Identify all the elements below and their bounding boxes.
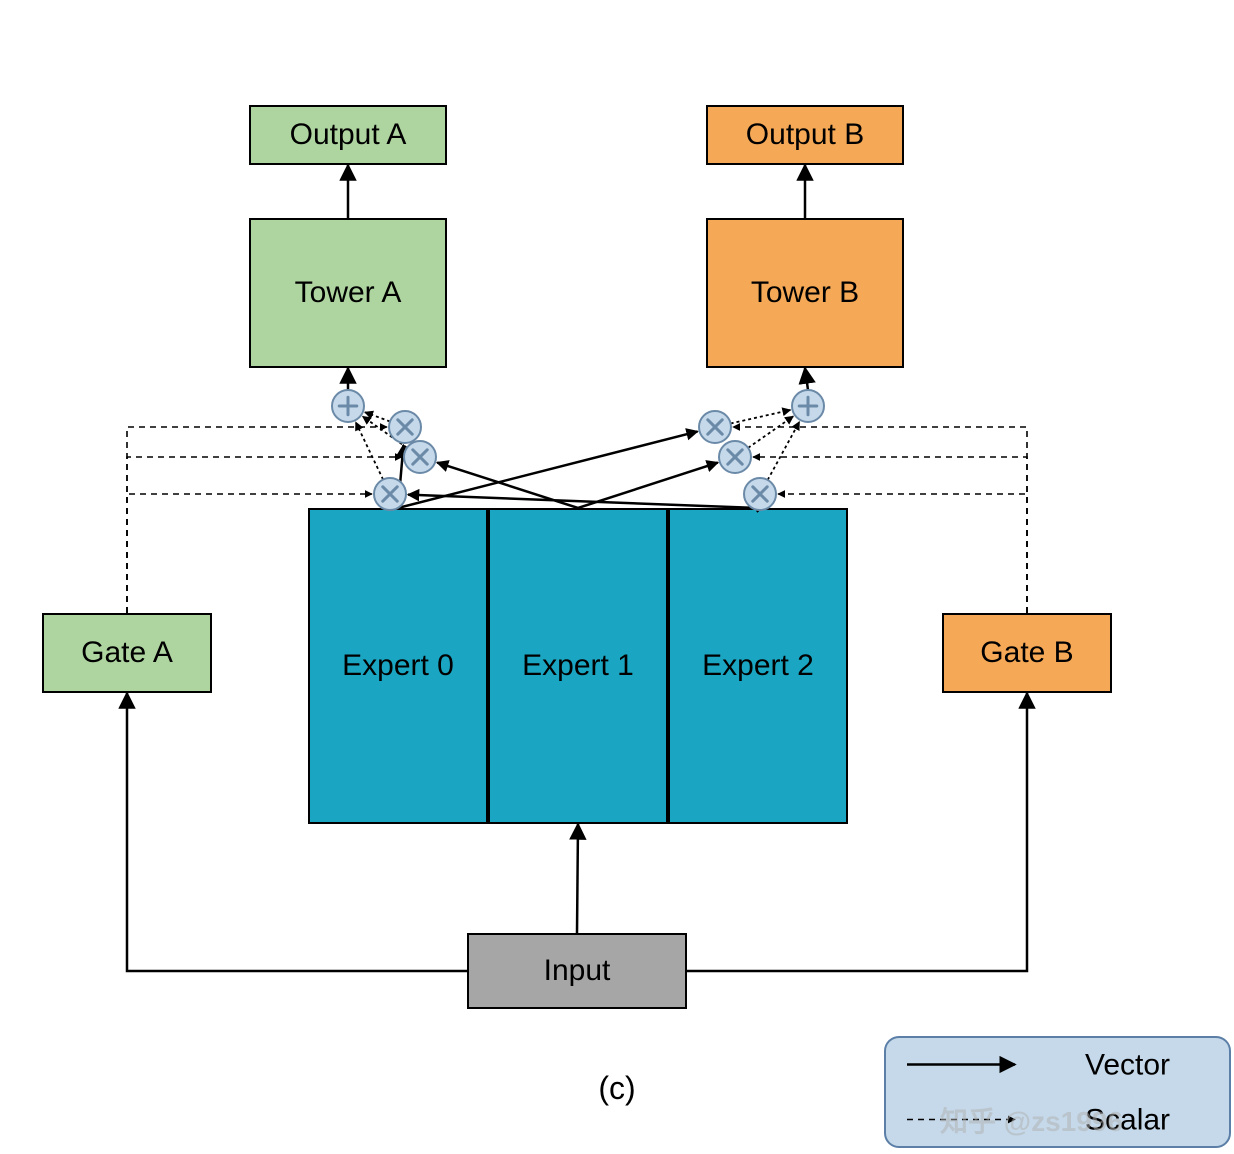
watermark-text: 知乎 @zs1996 bbox=[940, 1106, 1123, 1137]
expert-1-box: Expert 1 bbox=[488, 508, 668, 824]
gate-a-box: Gate A bbox=[42, 613, 212, 693]
input-box: Input bbox=[467, 933, 687, 1009]
output-a-label: Output A bbox=[290, 118, 407, 152]
tower-a-label: Tower A bbox=[295, 276, 402, 310]
tower-a-box: Tower A bbox=[249, 218, 447, 368]
expert-2-label: Expert 2 bbox=[702, 649, 814, 683]
expert-0-box: Expert 0 bbox=[308, 508, 488, 824]
gate-b-box: Gate B bbox=[942, 613, 1112, 693]
gate-b-label: Gate B bbox=[980, 636, 1073, 670]
output-b-label: Output B bbox=[746, 118, 864, 152]
tower-b-label: Tower B bbox=[751, 276, 859, 310]
input-label: Input bbox=[544, 954, 611, 988]
expert-0-label: Expert 0 bbox=[342, 649, 454, 683]
expert-2-box: Expert 2 bbox=[668, 508, 848, 824]
output-b-box: Output B bbox=[706, 105, 904, 165]
gate-a-label: Gate A bbox=[81, 636, 173, 670]
caption-text: (c) bbox=[598, 1070, 635, 1107]
watermark: 知乎 @zs1996 bbox=[940, 1100, 1123, 1140]
diagram-canvas: Output A Output B Tower A Tower B Expert… bbox=[0, 0, 1234, 1154]
output-a-box: Output A bbox=[249, 105, 447, 165]
tower-b-box: Tower B bbox=[706, 218, 904, 368]
expert-1-label: Expert 1 bbox=[522, 649, 634, 683]
